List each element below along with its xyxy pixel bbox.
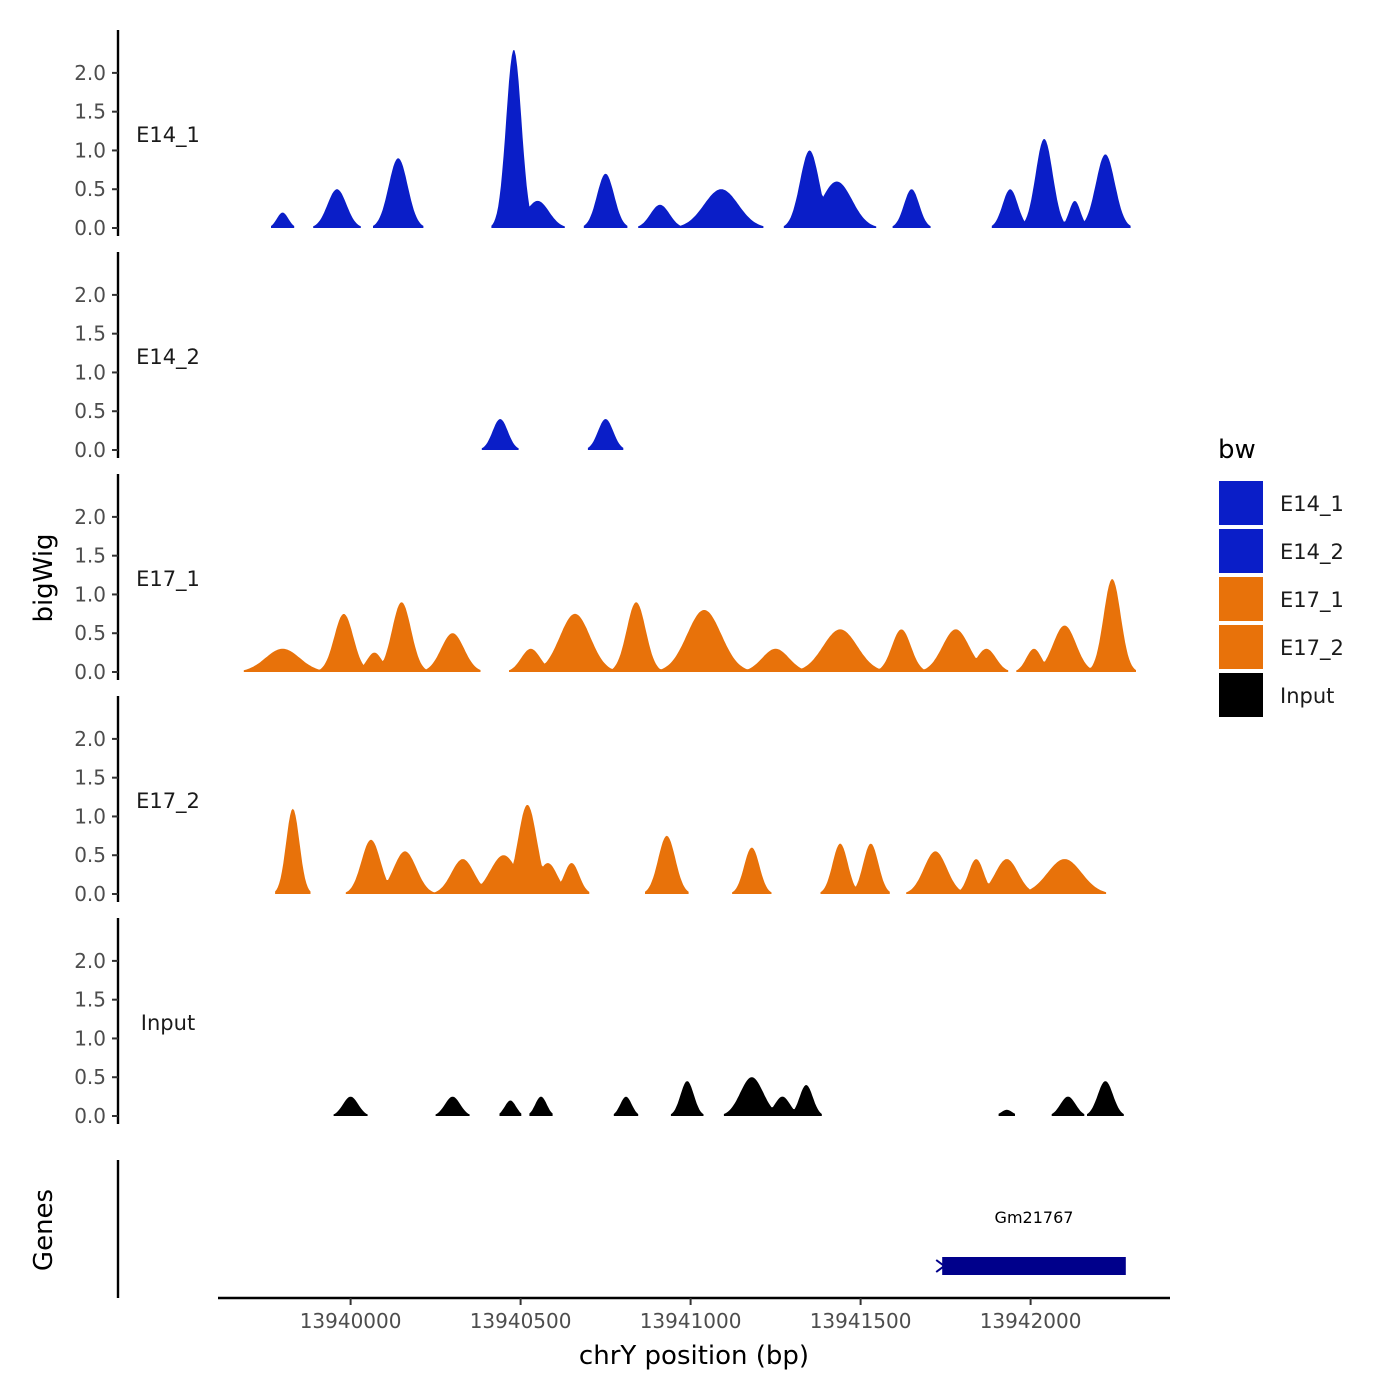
y-tick-label: 0.0 [74, 1104, 106, 1128]
coverage-area [345, 805, 590, 894]
legend-label: E17_2 [1280, 636, 1344, 661]
x-tick-label: 13941500 [810, 1309, 912, 1333]
y-tick-label: 0.0 [74, 216, 106, 240]
legend-label: E14_2 [1280, 540, 1344, 565]
x-tick-label: 13940500 [470, 1309, 572, 1333]
coverage-area [783, 150, 877, 228]
x-tick-label: 13941000 [640, 1309, 742, 1333]
x-tick-label: 13942000 [980, 1309, 1082, 1333]
y-tick-label: 2.0 [74, 283, 106, 307]
coverage-area [1016, 579, 1136, 672]
y-tick-label: 0.0 [74, 660, 106, 684]
coverage-area [435, 1096, 470, 1116]
legend-label: Input [1280, 684, 1334, 708]
coverage-area [373, 158, 424, 228]
y-tick-label: 1.5 [74, 544, 106, 568]
legend-label: E17_1 [1280, 588, 1344, 613]
y-tick-label: 0.5 [74, 399, 106, 423]
y-tick-label: 2.0 [74, 727, 106, 751]
coverage-area [243, 602, 481, 672]
coverage-area [991, 139, 1131, 228]
legend-title: bw [1218, 435, 1256, 465]
y-tick-label: 2.0 [74, 61, 106, 85]
y-tick-label: 1.5 [74, 322, 106, 346]
track-label: E17_2 [136, 789, 200, 814]
track-panel-E14_1: 0.0 0.5 1.0 1.5 2.0 E14_1 [74, 30, 1131, 240]
y-tick-label: 1.5 [74, 766, 106, 790]
genes-axis-title: Genes [29, 1189, 59, 1271]
coverage-area [1087, 1081, 1124, 1116]
legend-swatch [1217, 671, 1265, 719]
coverage-area [732, 847, 772, 894]
coverage-area [499, 1100, 522, 1116]
legend-swatch [1217, 479, 1265, 527]
coverage-area [275, 808, 311, 894]
coverage-area [723, 1077, 822, 1116]
y-tick-label: 1.0 [74, 582, 106, 606]
y-tick-label: 2.0 [74, 505, 106, 529]
legend-swatch [1217, 575, 1265, 623]
track-panel-E17_2: 0.0 0.5 1.0 1.5 2.0 E17_2 [74, 696, 1107, 906]
coverage-area [645, 835, 689, 894]
track-panel-E17_1: 0.0 0.5 1.0 1.5 2.0 E17_1 [74, 474, 1136, 684]
coverage-area [271, 212, 295, 228]
legend-swatch [1217, 527, 1265, 575]
y-tick-label: 0.0 [74, 882, 106, 906]
coverage-area [892, 189, 931, 228]
legend-swatch [1217, 623, 1265, 671]
y-tick-label: 1.0 [74, 138, 106, 162]
coverage-area [613, 1096, 639, 1116]
y-tick-label: 0.0 [74, 438, 106, 462]
coverage-area [1051, 1096, 1085, 1116]
coverage-area [820, 843, 890, 894]
coverage-area [906, 851, 1107, 894]
coverage-area [509, 602, 1009, 672]
x-axis-title: chrY position (bp) [579, 1341, 809, 1371]
track-label: E17_1 [136, 567, 200, 592]
coverage-area [998, 1109, 1015, 1116]
y-tick-label: 0.5 [74, 621, 106, 645]
legend-label: E14_1 [1280, 492, 1344, 517]
coverage-area [583, 173, 628, 228]
track-label: E14_1 [136, 123, 200, 148]
coverage-area [313, 189, 361, 228]
y-tick-label: 2.0 [74, 949, 106, 973]
gene-label: Gm21767 [995, 1208, 1074, 1227]
coverage-area [333, 1096, 368, 1116]
coverage-area [481, 419, 519, 450]
coverage-area [638, 189, 764, 228]
track-panel-Input: 0.0 0.5 1.0 1.5 2.0 Input [74, 918, 1124, 1128]
track-panel-E14_2: 0.0 0.5 1.0 1.5 2.0 E14_2 [74, 252, 624, 462]
coverage-area [491, 50, 565, 228]
coverage-area [587, 419, 624, 450]
x-tick-label: 13940000 [300, 1309, 402, 1333]
y-tick-label: 1.5 [74, 988, 106, 1012]
coverage-area [529, 1096, 553, 1116]
y-tick-label: 1.0 [74, 804, 106, 828]
y-tick-label: 0.5 [74, 843, 106, 867]
y-tick-label: 1.5 [74, 100, 106, 124]
y-tick-label: 1.0 [74, 1026, 106, 1050]
track-label: Input [141, 1011, 195, 1035]
y-tick-label: 0.5 [74, 177, 106, 201]
y-axis-title: bigWig [29, 533, 59, 622]
gene-bar [942, 1257, 1126, 1275]
y-tick-label: 1.0 [74, 360, 106, 384]
coverage-area [670, 1081, 704, 1116]
y-tick-label: 0.5 [74, 1065, 106, 1089]
legend: bw E14_1 E14_2 E17_1 E17_2 Input [1217, 435, 1344, 719]
track-label: E14_2 [136, 345, 200, 370]
strand-arrow-icon [935, 1259, 946, 1273]
